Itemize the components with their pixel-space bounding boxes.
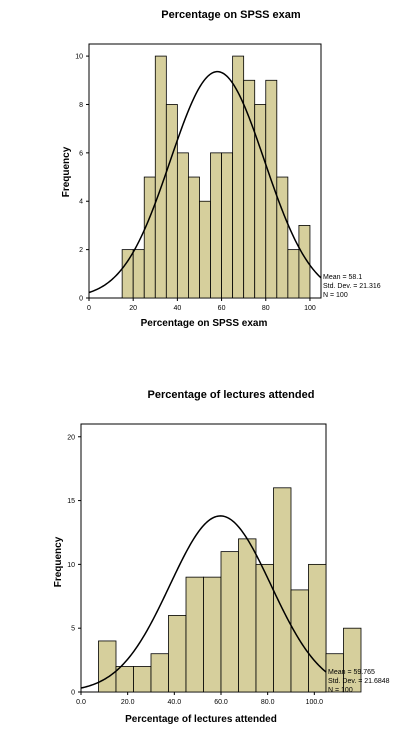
histogram-bar: [220, 551, 239, 693]
x-tick-label: 0.0: [76, 699, 86, 706]
histogram-bar: [150, 653, 169, 693]
chart-1-stat-n: N = 100: [323, 292, 348, 299]
y-tick-label: 5: [71, 626, 75, 633]
histogram-bar: [343, 627, 362, 693]
x-tick-label: 60.0: [214, 699, 228, 706]
histogram-bar: [254, 104, 267, 299]
histogram-bar: [115, 666, 134, 693]
histogram-bar: [308, 563, 327, 693]
chart-1-x-ticks: 0 20 40 60 80 100: [87, 298, 316, 312]
x-tick-label: 40.0: [168, 699, 182, 706]
x-tick-label: 60: [218, 305, 226, 312]
histogram-bar: [121, 249, 134, 299]
chart-2-stat-n: N = 100: [328, 687, 353, 694]
histogram-bar: [143, 176, 156, 299]
x-tick-label: 100.0: [306, 699, 324, 706]
x-tick-label: 20: [129, 305, 137, 312]
x-tick-label: 80.0: [261, 699, 275, 706]
chart-2-y-axis-label: Frequency: [53, 536, 64, 587]
histogram-bar: [168, 615, 187, 693]
histogram-bar: [203, 576, 222, 693]
histogram-bar: [98, 640, 117, 693]
chart-1-title: Percentage on SPSS exam: [161, 9, 301, 21]
y-tick-label: 8: [79, 102, 83, 109]
y-tick-label: 6: [79, 150, 83, 157]
chart-2-x-ticks: 0.0 20.0 40.0 60.0 80.0 100.0: [76, 692, 323, 706]
chart-1-stat-mean: Mean = 58.1: [323, 274, 362, 281]
chart-2-title: Percentage of lectures attended: [148, 389, 315, 401]
chart-2-normal-curve: [80, 515, 327, 689]
chart-2-stat-sd: Std. Dev. = 21.6848: [328, 678, 390, 685]
chart-1: Percentage on SPSS exam 0 20 40 60 80 100 0 2 4…: [61, 9, 381, 329]
histogram-bar: [221, 152, 234, 299]
chart-2-stat-mean: Mean = 59.765: [328, 669, 375, 676]
chart-1-y-ticks: 0 2 4 6 8 10: [75, 54, 89, 303]
chart-2-x-axis-label: Percentage of lectures attended: [125, 714, 277, 725]
chart-2-y-ticks: 0 5 10 15 20: [67, 434, 81, 697]
y-tick-label: 4: [79, 199, 83, 206]
y-tick-label: 10: [67, 562, 75, 569]
histogram-bar: [243, 79, 256, 299]
histogram-bar: [132, 249, 145, 299]
chart-2-bars: [98, 487, 362, 693]
y-tick-label: 0: [79, 296, 83, 303]
x-tick-label: 0: [87, 305, 91, 312]
x-tick-label: 40: [173, 305, 181, 312]
x-tick-label: 20.0: [121, 699, 135, 706]
chart-1-y-axis-label: Frequency: [61, 146, 72, 197]
histogram-bar: [273, 487, 292, 693]
chart-2: Percentage of lectures attended 0.0 20.0 4…: [53, 389, 390, 725]
histogram-bar: [276, 176, 289, 299]
x-tick-label: 100: [304, 305, 316, 312]
y-tick-label: 20: [67, 434, 75, 441]
histogram-bar: [238, 538, 257, 693]
histogram-bar: [188, 176, 200, 299]
x-tick-label: 80: [262, 305, 270, 312]
histogram-bar: [298, 225, 311, 299]
histogram-bar: [210, 152, 222, 299]
chart-1-bars: [121, 55, 311, 299]
histogram-bar: [199, 200, 211, 299]
y-tick-label: 10: [75, 54, 83, 61]
chart-1-x-axis-label: Percentage on SPSS exam: [141, 318, 268, 329]
histogram-bar: [176, 152, 189, 299]
histogram-bar: [165, 104, 178, 299]
chart-1-normal-curve: [88, 70, 322, 294]
chart-1-stat-sd: Std. Dev. = 21.316: [323, 283, 381, 290]
y-tick-label: 15: [67, 498, 75, 505]
histogram-bar: [287, 249, 300, 299]
histogram-bar: [185, 576, 204, 693]
y-tick-label: 2: [79, 247, 83, 254]
y-tick-label: 0: [71, 690, 75, 697]
histogram-bar: [133, 666, 152, 693]
